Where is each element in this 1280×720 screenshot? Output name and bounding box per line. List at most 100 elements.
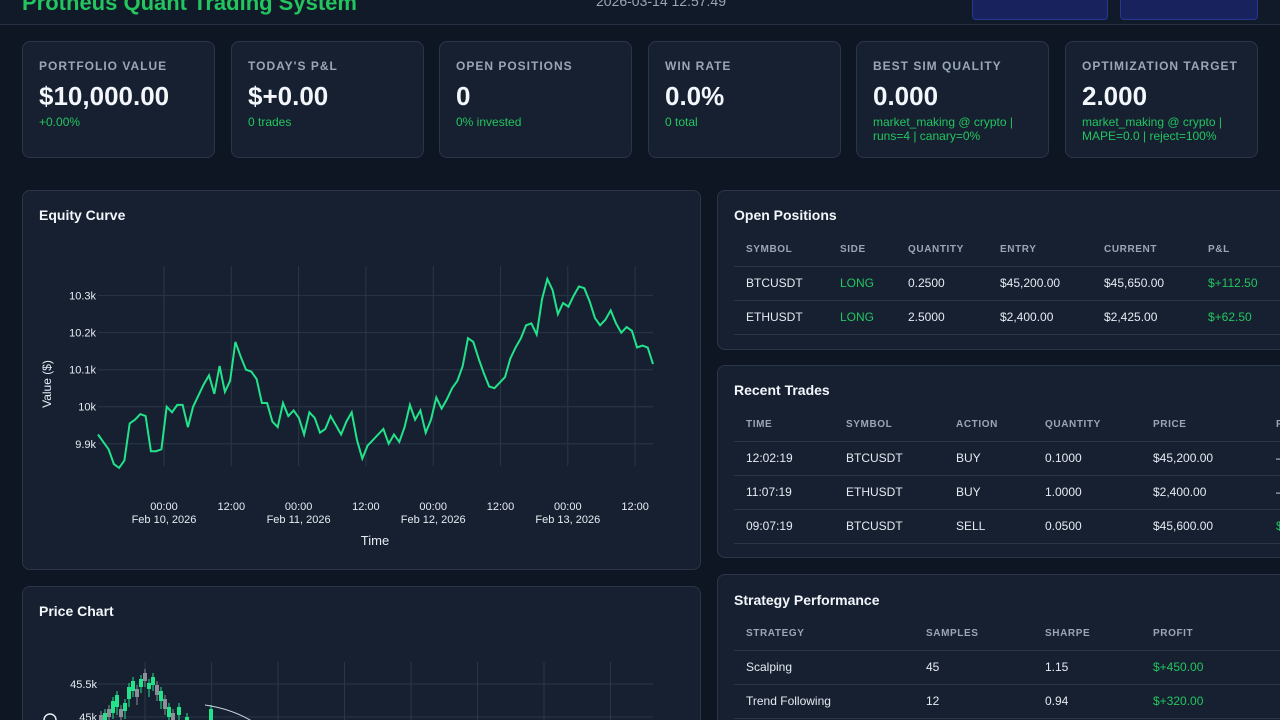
grid xyxy=(98,662,653,720)
cell-action: BUY xyxy=(944,441,1033,476)
candle-body xyxy=(135,689,139,697)
stat-card-open-positions: OPEN POSITIONS 0 0% invested xyxy=(439,41,632,158)
table-row[interactable]: Scalping 45 1.15 $+450.00 xyxy=(734,650,1280,685)
column-header: PRICE xyxy=(1141,408,1264,442)
column-header: QUANTITY xyxy=(896,233,988,267)
header-button-2[interactable] xyxy=(1120,0,1258,20)
column-header: STRATEGY xyxy=(734,617,914,651)
stat-label: PORTFOLIO VALUE xyxy=(39,59,168,73)
table-row[interactable]: 09:07:19 BTCUSDT SELL 0.0500 $45,600.00 … xyxy=(734,509,1280,544)
table-row[interactable]: Trend Following 12 0.94 $+320.00 xyxy=(734,684,1280,719)
candle-body xyxy=(163,699,167,709)
column-header: QUANTITY xyxy=(1033,408,1141,442)
candle-body xyxy=(155,685,159,695)
recent-trades-panel: Recent Trades TIME SYMBOL ACTION QUANTIT… xyxy=(717,365,1280,558)
column-header: SAMPLES xyxy=(914,617,1033,651)
cell-action: SELL xyxy=(944,509,1033,544)
y-tick-label: 10k xyxy=(78,402,96,414)
candle-body xyxy=(111,701,115,713)
stat-label: TODAY'S P&L xyxy=(248,59,338,73)
price-chart-panel: Price Chart 45.5k 45k xyxy=(22,586,701,720)
cell-profit: $+320.00 xyxy=(1141,684,1280,719)
y-axis-label: Value ($) xyxy=(40,360,54,408)
column-header: P xyxy=(1264,408,1280,442)
table-row[interactable]: 12:02:19 BTCUSDT BUY 0.1000 $45,200.00 – xyxy=(734,441,1280,476)
stat-value: 0 xyxy=(456,81,471,111)
cell-quantity: 0.2500 xyxy=(896,266,988,301)
positions-table: SYMBOL SIDE QUANTITY ENTRY CURRENT P&L B… xyxy=(734,233,1280,335)
x-tick-label: 00:00 xyxy=(419,501,447,513)
cell-pnl: $+62.50 xyxy=(1196,300,1280,335)
cell-pnl: $ xyxy=(1264,509,1280,544)
cell-symbol: ETHUSDT xyxy=(834,475,944,510)
candle-body xyxy=(103,713,107,720)
price-axis-icon xyxy=(43,713,57,720)
candle-body xyxy=(167,707,171,717)
stat-label: OPTIMIZATION TARGET xyxy=(1082,59,1238,73)
candle-body xyxy=(185,717,189,720)
panel-title: Recent Trades xyxy=(734,382,830,398)
cell-sharpe: 0.94 xyxy=(1033,684,1141,719)
price-chart[interactable]: 45.5k 45k xyxy=(23,587,700,720)
trend-overlay xyxy=(204,704,251,720)
x-tick-label: 00:00 xyxy=(554,501,582,513)
stat-sub: market_making @ crypto | runs=4 | canary… xyxy=(873,115,1014,143)
candle-body xyxy=(123,703,127,711)
y-tick-label: 45.5k xyxy=(70,679,97,691)
table-row[interactable]: 11:07:19 ETHUSDT BUY 1.0000 $2,400.00 – xyxy=(734,475,1280,510)
panel-title: Price Chart xyxy=(39,603,114,619)
table-row[interactable]: BTCUSDT LONG 0.2500 $45,200.00 $45,650.0… xyxy=(734,266,1280,301)
cell-side: LONG xyxy=(828,300,896,335)
candle-body xyxy=(209,709,213,720)
x-tick-label: 12:00 xyxy=(487,501,515,513)
x-tick-date: Feb 10, 2026 xyxy=(132,514,197,526)
cell-side: LONG xyxy=(828,266,896,301)
x-tick-label: 12:00 xyxy=(352,501,380,513)
y-tick-label: 45k xyxy=(79,712,97,720)
candle-body xyxy=(119,709,123,717)
table-header-row: SYMBOL SIDE QUANTITY ENTRY CURRENT P&L xyxy=(734,233,1280,267)
stat-sub: 0% invested xyxy=(456,115,522,129)
stat-label: WIN RATE xyxy=(665,59,732,73)
stat-value: 0.0% xyxy=(665,81,725,111)
candle-body xyxy=(131,681,135,691)
table-header-row: STRATEGY SAMPLES SHARPE PROFIT xyxy=(734,617,1280,651)
cell-symbol: BTCUSDT xyxy=(834,441,944,476)
x-axis-label: Time xyxy=(361,533,389,548)
y-axis-ticks: 9.9k 10k 10.1k 10.2k 10.3k xyxy=(69,291,96,451)
cell-symbol: BTCUSDT xyxy=(834,509,944,544)
cell-pnl: $+112.50 xyxy=(1196,266,1280,301)
header-button-1[interactable] xyxy=(972,0,1108,20)
stat-sub: market_making @ crypto | MAPE=0.0 | reje… xyxy=(1082,115,1223,143)
stat-label: OPEN POSITIONS xyxy=(456,59,573,73)
top-header: Protheus Quant Trading System 2026-03-14… xyxy=(0,0,1280,25)
panel-title: Strategy Performance xyxy=(734,592,880,608)
x-tick-date: Feb 11, 2026 xyxy=(267,514,331,526)
cell-symbol: ETHUSDT xyxy=(734,300,828,335)
cell-current: $45,650.00 xyxy=(1092,266,1196,301)
cell-action: BUY xyxy=(944,475,1033,510)
stat-card-portfolio-value: PORTFOLIO VALUE $10,000.00 +0.00% xyxy=(22,41,215,158)
cell-profit: $+450.00 xyxy=(1141,650,1280,685)
cell-quantity: 2.5000 xyxy=(896,300,988,335)
x-tick-label: 00:00 xyxy=(285,501,313,513)
column-header: TIME xyxy=(734,408,834,442)
stat-card-todays-pnl: TODAY'S P&L $+0.00 0 trades xyxy=(231,41,424,158)
equity-line xyxy=(97,276,654,470)
column-header: CURRENT xyxy=(1092,233,1196,267)
x-tick-label: 12:00 xyxy=(621,501,649,513)
panel-title: Equity Curve xyxy=(39,207,126,223)
cell-time: 12:02:19 xyxy=(734,441,834,476)
cell-time: 11:07:19 xyxy=(734,475,834,510)
stat-value: $10,000.00 xyxy=(39,81,170,111)
candle-body xyxy=(147,683,151,689)
y-tick-label: 9.9k xyxy=(75,439,96,451)
cell-entry: $45,200.00 xyxy=(988,266,1092,301)
candle-body xyxy=(115,695,119,707)
candle-body xyxy=(139,679,143,687)
table-row[interactable]: ETHUSDT LONG 2.5000 $2,400.00 $2,425.00 … xyxy=(734,300,1280,335)
column-header: ACTION xyxy=(944,408,1033,442)
column-header: PROFIT xyxy=(1141,617,1280,651)
